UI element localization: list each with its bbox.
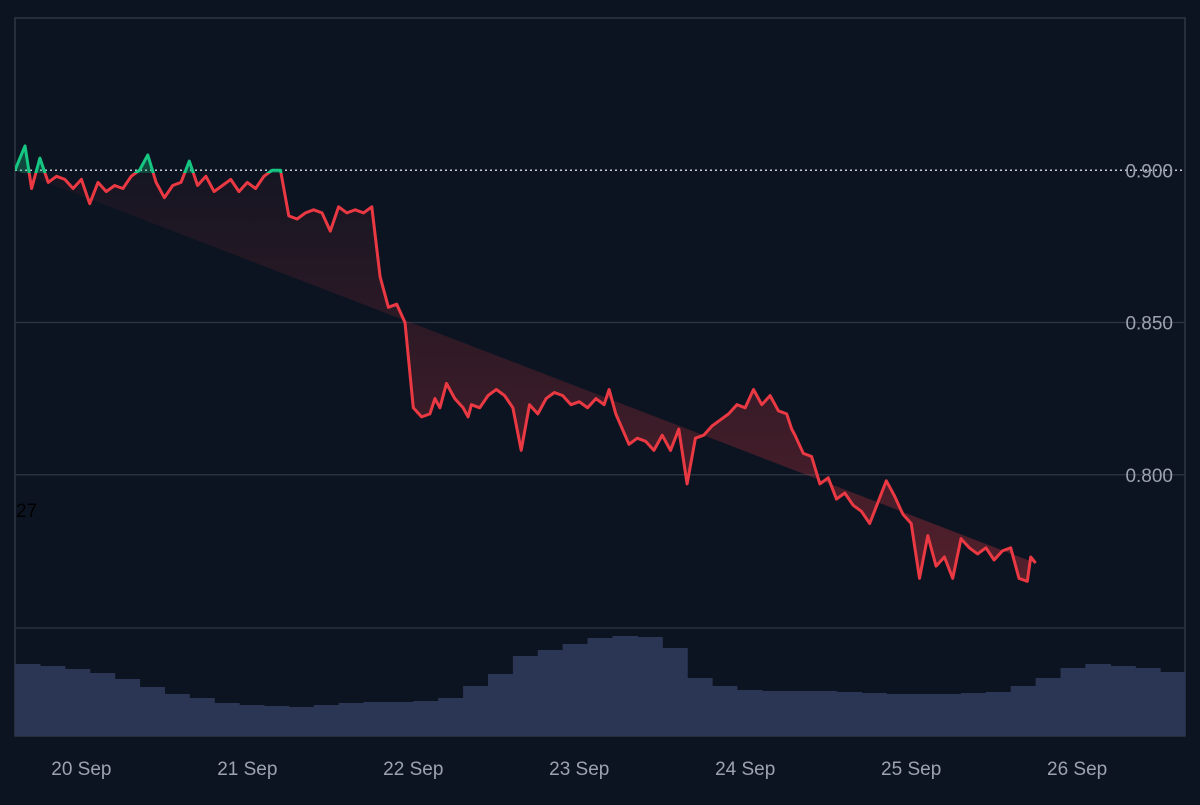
volume-bar: [438, 698, 464, 736]
stray-label: 27: [16, 501, 37, 522]
volume-bar: [886, 694, 912, 736]
x-tick-label: 24 Sep: [715, 759, 775, 780]
volume-bar: [687, 678, 713, 736]
volume-bar: [1110, 666, 1136, 736]
price-area-below-baseline: [22, 173, 1036, 582]
x-tick-label: 23 Sep: [549, 759, 609, 780]
y-tick-label: 0.800: [1125, 466, 1173, 487]
volume-bar: [263, 706, 290, 736]
volume-bar: [911, 694, 937, 736]
volume-bar: [612, 636, 638, 736]
price-lines: [15, 144, 1037, 583]
volume-bar: [413, 701, 439, 736]
volume-bar: [89, 673, 116, 736]
volume-bar: [960, 693, 987, 736]
gridlines: [15, 169, 1185, 629]
volume-bar: [587, 638, 614, 736]
volume-bar: [313, 705, 340, 736]
volume-bar: [662, 648, 688, 736]
volume-bar: [537, 650, 564, 736]
volume-bar: [139, 687, 165, 736]
volume-bar: [463, 686, 489, 736]
y-axis-labels: 0.850 0.800 0.900: [1125, 161, 1173, 487]
volume-bar: [1035, 678, 1062, 736]
volume-bar: [1060, 668, 1087, 736]
volume-bar: [985, 692, 1012, 736]
volume-bar: [637, 637, 663, 736]
volume-bar: [487, 674, 514, 736]
x-tick-label: 20 Sep: [51, 759, 111, 780]
volume-bar: [114, 679, 141, 736]
volume-bar: [164, 694, 190, 736]
x-tick-label: 22 Sep: [383, 759, 443, 780]
volume-bar: [512, 656, 539, 736]
volume-bar: [388, 702, 414, 736]
volume-bar: [936, 694, 962, 736]
volume-bar: [363, 702, 390, 736]
volume-bar: [1160, 672, 1186, 736]
price-area-above-baseline: [15, 145, 282, 173]
volume-bar: [1085, 664, 1111, 736]
volume-bar: [64, 669, 91, 736]
volume-bar: [1010, 686, 1037, 736]
volume-bar: [15, 664, 41, 736]
price-line-below: [27, 173, 1037, 583]
x-tick-label: 25 Sep: [881, 759, 941, 780]
y-tick-label: 0.900: [1125, 161, 1173, 182]
x-tick-label: 21 Sep: [217, 759, 277, 780]
volume-bar: [1135, 668, 1161, 736]
volume-bar: [761, 691, 788, 736]
x-tick-label: 26 Sep: [1047, 759, 1107, 780]
volume-bar: [562, 644, 589, 736]
volume-bar: [712, 686, 738, 736]
volume-bar: [239, 705, 265, 736]
volume-bar: [189, 698, 215, 736]
x-axis-labels: 20 Sep 21 Sep 22 Sep 23 Sep 24 Sep 25 Sep 26 S…: [51, 759, 1107, 780]
volume-bar: [811, 691, 838, 736]
volume-bar: [836, 692, 862, 736]
volume-bar: [786, 691, 813, 736]
volume-bars: [15, 636, 1186, 736]
volume-bar: [338, 703, 365, 736]
y-tick-label: 0.850: [1125, 314, 1173, 335]
volume-bar: [861, 693, 887, 736]
volume-bar: [39, 666, 66, 736]
volume-bar: [736, 690, 763, 736]
volume-bar: [214, 703, 240, 736]
volume-bar: [288, 707, 315, 736]
